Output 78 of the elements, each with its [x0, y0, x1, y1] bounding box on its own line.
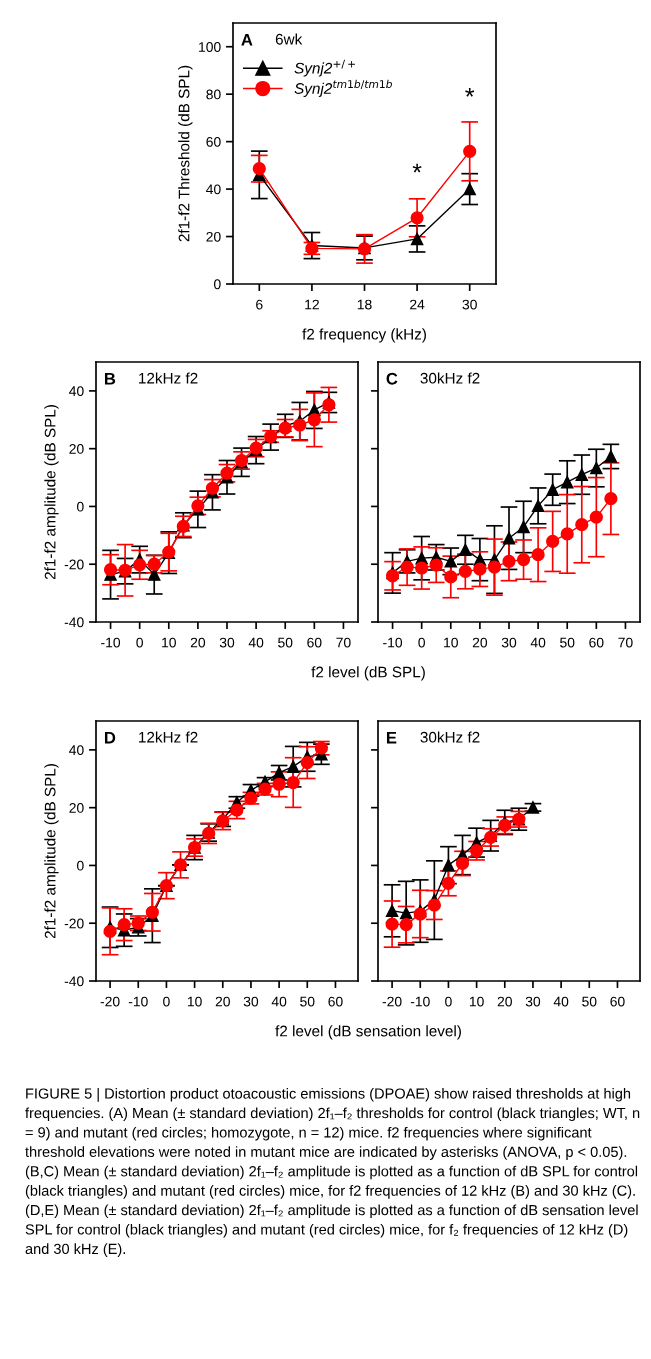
y-tick-label: 0 [77, 501, 84, 512]
x-tick-label: 40 [271, 996, 287, 1007]
y-tick-label: -40 [64, 617, 84, 628]
x-tick-label: 40 [553, 996, 569, 1007]
y-tick-label: -20 [64, 918, 84, 929]
y-tick-label: 40 [206, 184, 221, 195]
x-tick-label: 40 [248, 637, 264, 648]
x-tick-label: 0 [445, 996, 452, 1007]
x-tick-label: 70 [336, 637, 351, 648]
text: A [241, 34, 253, 46]
x-tick-label: 0 [163, 996, 170, 1007]
text: FIGURE 5 | Distortion product otoacoustic emissions (DPOAE) show raised thresholds at high frequencies. (A) Mean (± standard deviation) 2f₁–f₂ thresholds for control (black triangles; WT, n = 9) and mutant (red circles; homozygote, n = 12) mice. f2 frequencies where significant threshold elevations were noted in mutant mice are indicated by asterisks (ANOVA, p < 0.05). (B,C) Mean (± standard deviation) 2f₁–f₂ amplitude is plotted as a function of dB SPL for control (black triangles) and mutant (red circles) mice, for f2 frequencies of 12 kHz (B) and 30 kHz (C). (D,E) Mean (± standard deviation) 2f₁–f₂ amplitude is plotted as a function of dB sensation level SPL for control (black triangles) and mutant (red circles) mice, for f₂ frequencies of 12 kHz (D) and 30 kHz (E). [25, 1088, 640, 1257]
x-tick-label: 60 [307, 637, 322, 648]
x-tick-label: 40 [530, 637, 546, 648]
x-tick-label: 10 [162, 637, 176, 648]
x-tick-label: 60 [589, 637, 604, 648]
x-tick-label: 30 [525, 996, 541, 1007]
x-tick-label: 10 [469, 996, 484, 1007]
y-axis-title: 2f1-f2 Threshold (dB SPL) [178, 65, 193, 242]
x-tick-label: 24 [410, 299, 425, 310]
x-tick-label: 20 [190, 637, 206, 648]
y-tick-label: 20 [69, 444, 84, 454]
x-tick-label: 30 [501, 637, 517, 648]
x-tick-label: 12 [305, 299, 319, 310]
legend-label: Synj2$^{tm1b/tm1b}$ [294, 79, 392, 97]
x-tick-label: 30 [462, 299, 477, 310]
x-tick-label: 10 [187, 996, 202, 1007]
annotation: * [412, 163, 422, 173]
y-tick-label: 60 [206, 136, 221, 147]
y-axis-title: 2f1-f2 amplitude (dB SPL) [44, 405, 59, 580]
x-axis-title: f2 level (dB SPL) [311, 666, 425, 681]
y-axis-title: 2f1-f2 amplitude (dB SPL) [44, 764, 59, 939]
text: B [104, 373, 116, 385]
x-tick-label: 30 [243, 996, 259, 1007]
x-tick-label: 10 [444, 637, 458, 648]
x-tick-label: 20 [472, 637, 488, 648]
x-tick-label: -10 [383, 637, 403, 648]
y-tick-label: 100 [199, 42, 221, 52]
x-tick-label: -20 [382, 996, 402, 1007]
x-tick-label: 0 [136, 637, 143, 648]
text: D [104, 732, 116, 744]
y-tick-label: -20 [64, 559, 84, 570]
x-tick-label: 70 [618, 637, 633, 648]
text: 12kHz f2 [139, 731, 198, 743]
x-tick-label: 50 [560, 637, 575, 648]
y-tick-label: 0 [214, 279, 221, 290]
x-tick-label: -10 [410, 996, 430, 1007]
x-tick-label: 18 [357, 299, 372, 310]
y-tick-label: 0 [77, 860, 84, 871]
x-tick-label: 50 [582, 996, 597, 1007]
y-tick-label: 20 [69, 803, 84, 813]
text: C [386, 372, 398, 385]
x-tick-label: -10 [101, 637, 121, 648]
annotation: * [465, 87, 475, 97]
x-tick-label: 30 [219, 637, 235, 648]
x-tick-label: -20 [100, 996, 120, 1007]
text: 6wk [275, 33, 303, 45]
y-tick-label: 20 [206, 231, 221, 242]
text: 30kHz f2 [420, 731, 480, 743]
legend-label: Synj2$^{+/+}$ [294, 59, 355, 77]
x-axis-title: f2 frequency (kHz) [302, 328, 426, 343]
y-tick-label: 40 [69, 386, 84, 397]
x-tick-label: 20 [497, 996, 512, 1007]
x-tick-label: 0 [418, 637, 425, 648]
y-tick-label: 40 [69, 745, 84, 756]
text: E [386, 732, 397, 744]
x-tick-label: 60 [610, 996, 625, 1007]
x-axis-title: f2 level (dB sensation level) [275, 1025, 461, 1040]
x-tick-label: 20 [215, 996, 230, 1007]
text: 12kHz f2 [139, 372, 198, 384]
y-tick-label: -40 [64, 976, 84, 987]
text: 30kHz f2 [420, 372, 480, 384]
x-tick-label: 50 [300, 996, 315, 1007]
y-tick-label: 80 [206, 89, 221, 100]
x-tick-label: -10 [128, 996, 148, 1007]
x-tick-label: 6 [256, 299, 263, 310]
x-tick-label: 60 [328, 996, 343, 1007]
x-tick-label: 50 [278, 637, 293, 648]
